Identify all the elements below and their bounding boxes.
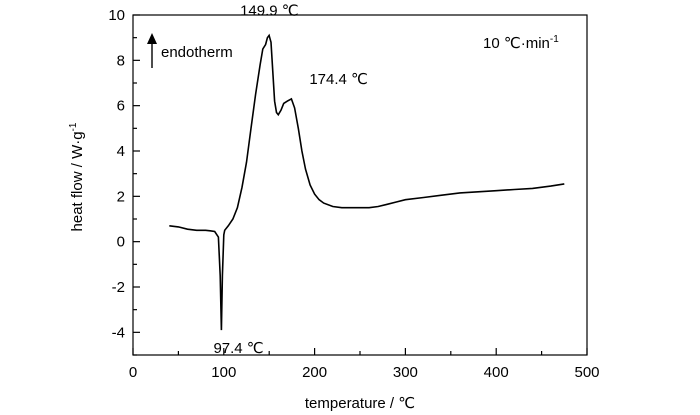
y-tick-label: 10 [108, 7, 125, 24]
heat-flow-curve [169, 33, 565, 331]
axis-ticks [132, 14, 588, 356]
y-tick-label: 0 [117, 234, 125, 251]
y-tick-label: 6 [117, 98, 125, 115]
endotherm-indicator: endotherm [147, 33, 233, 68]
y-tick-label: 2 [117, 188, 125, 205]
x-tick-label: 500 [574, 364, 599, 381]
axis-tick-labels: 0 100 200 300 400 500 -4 -2 0 2 4 6 8 10 [108, 7, 599, 381]
arrow-head-icon [147, 33, 157, 44]
x-tick-label: 200 [302, 364, 327, 381]
endotherm-label: endotherm [161, 44, 233, 61]
heating-rate-superscript: -1 [550, 34, 559, 45]
plot-frame [132, 14, 588, 356]
peak-annotations: 149.9 ℃ 174.4 ℃ 97.4 ℃ [213, 2, 367, 357]
y-tick-label: 4 [117, 143, 125, 160]
y-tick-label: -4 [112, 324, 125, 341]
x-tick-label: 300 [393, 364, 418, 381]
x-tick-label: 400 [484, 364, 509, 381]
x-axis-title: temperature / ℃ [305, 395, 415, 412]
x-tick-label: 100 [211, 364, 236, 381]
y-axis-title: heat flow / W·g-1 [68, 122, 86, 231]
peak-label: 174.4 ℃ [309, 71, 368, 88]
heating-rate-label: 10 ℃·min-1 [483, 34, 559, 52]
x-tick-label: 0 [129, 364, 137, 381]
y-tick-label: -2 [112, 279, 125, 296]
y-axis-title-superscript: -1 [68, 122, 79, 131]
peak-label: 149.9 ℃ [240, 2, 299, 19]
y-tick-label: 8 [117, 52, 125, 69]
peak-label: 97.4 ℃ [213, 340, 263, 357]
